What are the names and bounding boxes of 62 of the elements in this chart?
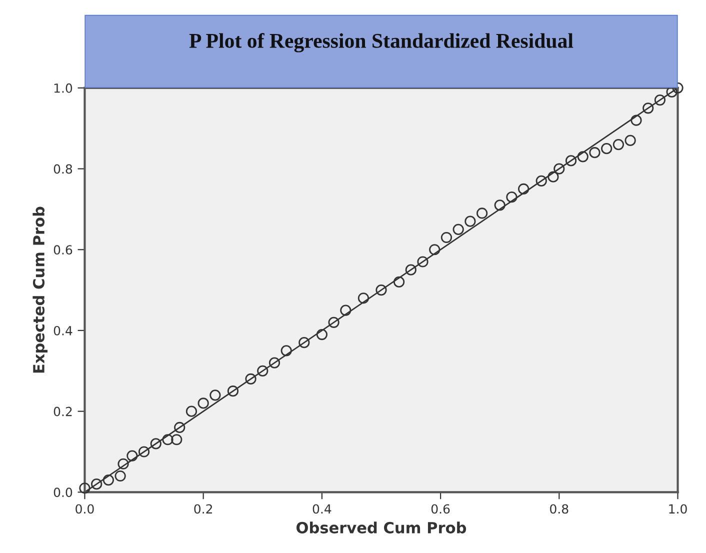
point	[210, 390, 221, 401]
point	[162, 434, 174, 446]
x-tick-label: 0.6	[431, 504, 450, 514]
x-axis-title: Observed Cum Prob	[296, 522, 466, 534]
point	[589, 147, 600, 158]
y-tick-label: 1.0	[54, 83, 72, 93]
point	[340, 304, 352, 316]
point	[565, 155, 577, 166]
point	[624, 134, 636, 146]
point	[464, 216, 476, 227]
point	[376, 284, 387, 296]
point	[518, 183, 530, 195]
point	[494, 200, 506, 211]
point	[268, 357, 280, 368]
point	[548, 171, 559, 182]
point	[536, 175, 547, 186]
point	[417, 256, 428, 268]
point	[612, 138, 624, 150]
point	[257, 365, 268, 376]
point	[440, 232, 452, 244]
point	[642, 102, 654, 114]
x-tick-label: 0.4	[312, 504, 332, 514]
point	[198, 398, 209, 409]
point	[280, 345, 292, 356]
point	[174, 422, 186, 434]
point	[358, 292, 370, 304]
y-tick-label: 0.2	[54, 406, 72, 416]
point	[150, 438, 162, 450]
point	[452, 224, 464, 235]
y-tick-label: 0.0	[54, 488, 72, 498]
point	[245, 373, 256, 385]
point	[328, 316, 340, 328]
point	[429, 244, 440, 256]
point	[630, 114, 642, 126]
point	[654, 94, 666, 106]
point	[601, 143, 612, 154]
point	[405, 264, 416, 276]
chart-title: P Plot of Regression Standardized Residual	[189, 33, 574, 52]
point	[171, 434, 182, 446]
y-tick-label: 0.4	[54, 326, 72, 336]
point	[298, 337, 310, 348]
x-tick-label: 1.0	[669, 504, 687, 514]
y-axis-title: Expected Cum Prob	[32, 206, 48, 373]
x-tick-label: 0.8	[550, 504, 568, 514]
y-tick-label: 0.8	[54, 164, 72, 174]
point	[393, 276, 405, 288]
x-tick-label: 0.2	[194, 504, 212, 514]
point	[316, 328, 328, 340]
y-tick-label: 0.6	[54, 245, 72, 255]
point	[186, 406, 198, 417]
point	[227, 386, 239, 397]
point	[114, 470, 126, 482]
point	[91, 478, 102, 490]
point	[476, 208, 488, 219]
point	[506, 192, 518, 203]
point	[102, 474, 114, 486]
point	[554, 163, 565, 174]
point	[577, 151, 588, 162]
point	[126, 450, 138, 462]
point	[118, 458, 129, 470]
x-tick-label: 0.0	[76, 504, 94, 514]
point	[138, 446, 150, 458]
